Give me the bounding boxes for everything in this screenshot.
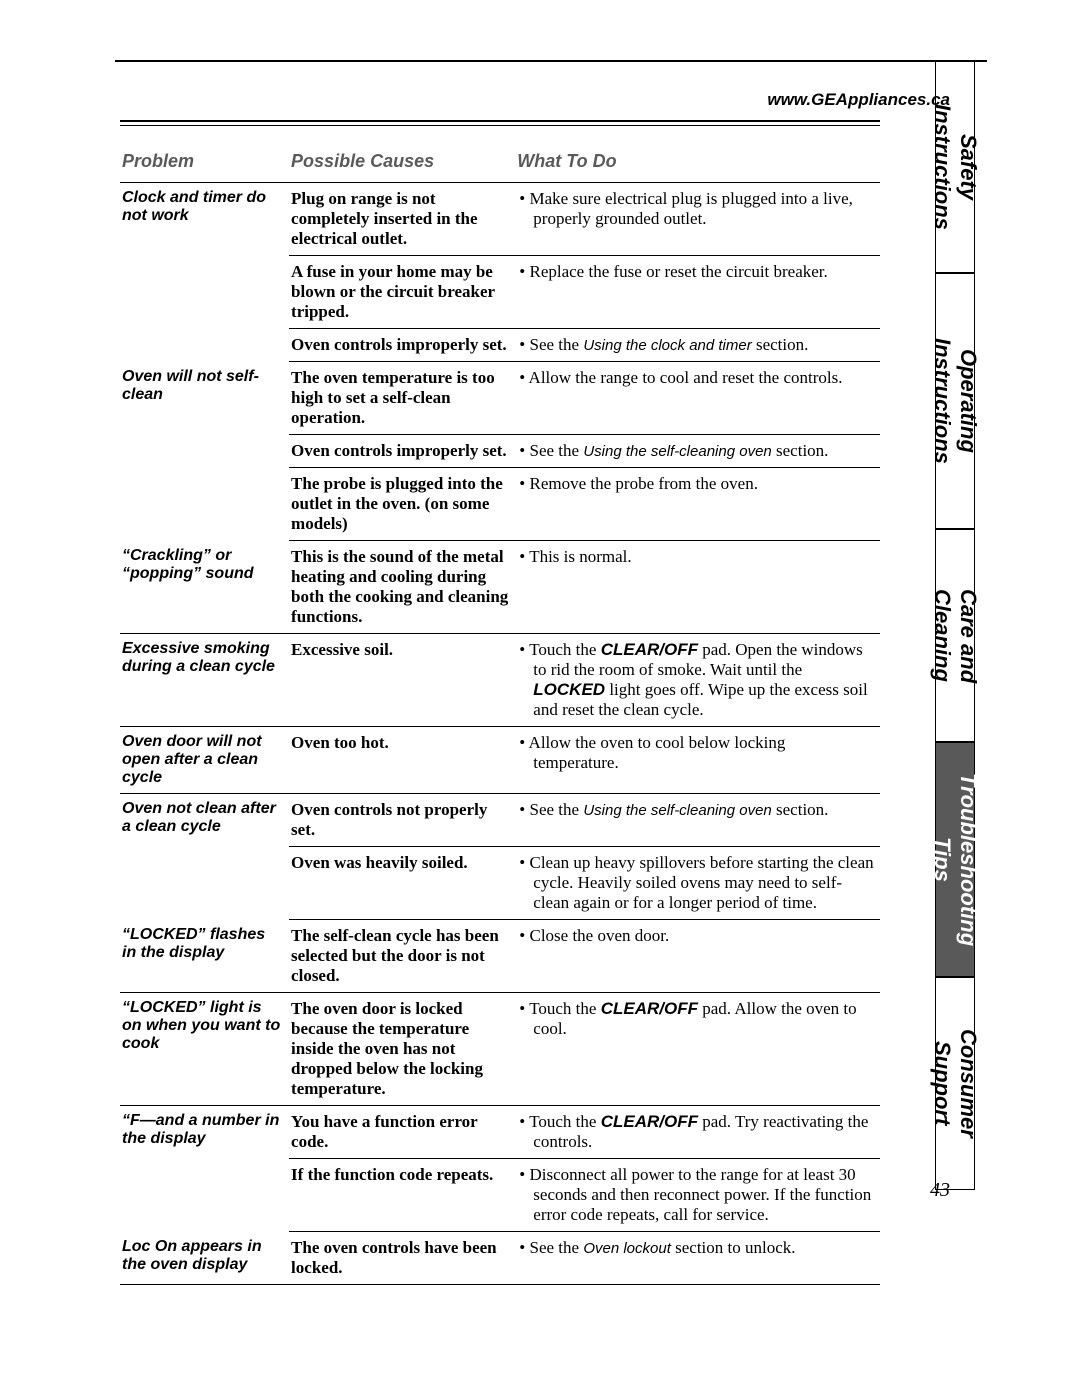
table-row: Oven will not self-clean The oven temper… [120,362,880,435]
todo-cell: Touch the CLEAR/OFF pad. Allow the oven … [515,993,880,1106]
table-header-row: Problem Possible Causes What To Do [120,145,880,183]
cause-cell: Oven was heavily soiled. [289,847,515,920]
todo-cell: Allow the range to cool and reset the co… [515,362,880,435]
problem-cell: Clock and timer do not work [120,183,289,362]
header-url: www.GEAppliances.ca [767,90,950,110]
problem-cell: “LOCKED” light is on when you want to co… [120,993,289,1106]
todo-cell: See the Using the self-cleaning oven sec… [515,435,880,468]
header-divider [120,120,880,122]
table-row: “F—and a number in the display You have … [120,1106,880,1159]
table-row: Oven not clean after a clean cycle Oven … [120,794,880,847]
table-row: Excessive smoking during a clean cycle E… [120,634,880,727]
cause-cell: Excessive soil. [289,634,515,727]
tab-operating[interactable]: Operating Instructions [935,273,975,529]
problem-cell: Oven door will not open after a clean cy… [120,727,289,794]
todo-cell: This is normal. [515,541,880,634]
cause-cell: Oven controls not properly set. [289,794,515,847]
problem-cell: “Crackling” or “popping” sound [120,541,289,634]
cause-cell: Oven controls improperly set. [289,329,515,362]
cause-cell: This is the sound of the metal heating a… [289,541,515,634]
cause-cell: The oven temperature is too high to set … [289,362,515,435]
header-thinbar [120,125,880,134]
cause-cell: If the function code repeats. [289,1159,515,1232]
page-frame [115,60,987,62]
page-number: 43 [930,1179,950,1202]
table-row: Clock and timer do not work Plug on rang… [120,183,880,256]
todo-cell: Close the oven door. [515,920,880,993]
todo-cell: Disconnect all power to the range for at… [515,1159,880,1232]
problem-cell: Oven will not self-clean [120,362,289,541]
col-whattodo: What To Do [515,145,880,183]
cause-cell: Oven controls improperly set. [289,435,515,468]
table-row: Oven door will not open after a clean cy… [120,727,880,794]
tab-safety[interactable]: Safety Instructions [935,60,975,273]
cause-cell: The self-clean cycle has been selected b… [289,920,515,993]
cause-cell: Oven too hot. [289,727,515,794]
cause-cell: The oven door is locked because the temp… [289,993,515,1106]
side-tab-strip: Safety Instructions Operating Instructio… [935,60,975,1190]
troubleshooting-table: Problem Possible Causes What To Do Clock… [120,145,880,1285]
cause-cell: The oven controls have been locked. [289,1232,515,1285]
todo-cell: See the Using the clock and timer sectio… [515,329,880,362]
todo-cell: Allow the oven to cool below locking tem… [515,727,880,794]
todo-cell: See the Using the self-cleaning oven sec… [515,794,880,847]
todo-cell: Make sure electrical plug is plugged int… [515,183,880,256]
problem-cell: “F—and a number in the display [120,1106,289,1232]
problem-cell: Loc On appears in the oven display [120,1232,289,1285]
cause-cell: A fuse in your home may be blown or the … [289,256,515,329]
cause-cell: Plug on range is not completely inserted… [289,183,515,256]
col-problem: Problem [120,145,289,183]
table-row: “LOCKED” light is on when you want to co… [120,993,880,1106]
col-causes: Possible Causes [289,145,515,183]
problem-cell: Excessive smoking during a clean cycle [120,634,289,727]
todo-cell: Touch the CLEAR/OFF pad. Try reactivatin… [515,1106,880,1159]
todo-cell: Clean up heavy spillovers before startin… [515,847,880,920]
todo-cell: See the Oven lockout section to unlock. [515,1232,880,1285]
todo-cell: Remove the probe from the oven. [515,468,880,541]
problem-cell: “LOCKED” flashes in the display [120,920,289,993]
todo-cell: Replace the fuse or reset the circuit br… [515,256,880,329]
table-row: “Crackling” or “popping” sound This is t… [120,541,880,634]
cause-cell: You have a function error code. [289,1106,515,1159]
tab-troubleshooting[interactable]: Troubleshooting Tips [935,742,975,977]
table-row: “LOCKED” flashes in the display The self… [120,920,880,993]
table-row: Loc On appears in the oven display The o… [120,1232,880,1285]
tab-care[interactable]: Care and Cleaning [935,529,975,742]
tab-support[interactable]: Consumer Support [935,977,975,1190]
problem-cell: Oven not clean after a clean cycle [120,794,289,920]
todo-cell: Touch the CLEAR/OFF pad. Open the window… [515,634,880,727]
cause-cell: The probe is plugged into the outlet in … [289,468,515,541]
